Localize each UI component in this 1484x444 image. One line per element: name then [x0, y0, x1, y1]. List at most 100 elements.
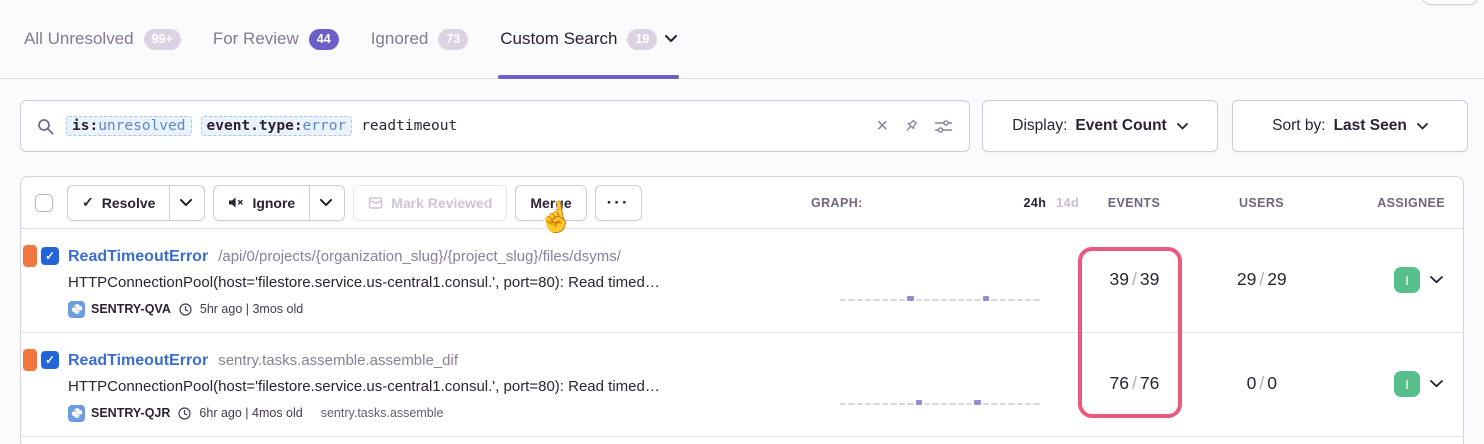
issue-row[interactable]: ReadTimeoutError /api/0/projects/{organi…	[21, 229, 1463, 333]
sort-value: Last Seen	[1333, 117, 1407, 134]
range-24h-toggle[interactable]: 24h	[1023, 195, 1047, 210]
python-platform-icon	[68, 404, 85, 422]
issue-annotation: sentry.tasks.assemble	[320, 406, 444, 420]
search-settings-icon[interactable]	[934, 119, 953, 134]
tab-count-badge: 19	[627, 28, 658, 50]
issue-age: 5hr ago | 3mos old	[199, 302, 304, 316]
users-column-header[interactable]: USERS	[1238, 195, 1285, 210]
search-free-text[interactable]: readtimeout	[361, 118, 458, 134]
tab-count-badge: 44	[308, 28, 339, 50]
graph-cell	[800, 229, 1080, 332]
chevron-down-icon[interactable]	[665, 35, 678, 43]
mark-reviewed-icon	[368, 196, 383, 210]
display-dropdown-button[interactable]: Display: Event Count	[982, 100, 1218, 152]
tab-custom-search[interactable]: Custom Search 19	[498, 0, 680, 79]
tab-label: Ignored	[370, 29, 429, 48]
chevron-down-icon[interactable]	[1430, 276, 1443, 284]
events-column-header[interactable]: EVENTS	[1107, 195, 1161, 210]
issue-stream-tabbar: All Unresolved 99+ For Review 44 Ignored…	[0, 0, 1484, 79]
bulk-action-toolbar: Resolve Ignore	[67, 184, 642, 221]
project-slug-text: SENTRY-QJR	[91, 406, 171, 420]
issue-culprit: /api/0/projects/{organization_slug}/{pro…	[218, 248, 621, 265]
merge-label: Merge	[530, 194, 572, 211]
graph-cell	[800, 333, 1080, 436]
assignee-cell: I	[1334, 229, 1463, 332]
pin-search-icon[interactable]	[903, 118, 919, 134]
issue-search-bar[interactable]: is: unresolved event.type: error readtimeo…	[20, 100, 970, 152]
project-slug-text: SENTRY-QVA	[91, 302, 171, 316]
issue-summary: ReadTimeoutError sentry.tasks.assemble.a…	[59, 333, 800, 436]
column-headers: GRAPH: 24h 14d EVENTS USERS ASSIGNEE	[799, 177, 1463, 228]
users-cell: 29/29	[1189, 229, 1334, 332]
ignore-label: Ignore	[252, 194, 296, 211]
issue-title-link[interactable]: ReadTimeoutError	[68, 352, 209, 369]
token-key: is:	[72, 118, 99, 134]
tab-label: All Unresolved	[24, 29, 134, 48]
mark-reviewed-label: Mark Reviewed	[391, 194, 493, 211]
users-count-total: 29	[1267, 269, 1287, 289]
issues-panel: Resolve Ignore	[20, 176, 1464, 444]
mute-icon	[228, 196, 244, 209]
issues-panel-header: Resolve Ignore	[21, 177, 1463, 229]
error-level-indicator	[23, 349, 37, 371]
row-checkbox-checked[interactable]	[41, 247, 59, 265]
tab-label: Custom Search	[500, 29, 618, 48]
users-cell: 0/0	[1189, 333, 1334, 436]
row-checkbox-checked[interactable]	[41, 351, 59, 369]
merge-button[interactable]: Merge	[515, 184, 587, 221]
assignee-cell: I	[1334, 333, 1463, 436]
search-actions: ×	[876, 116, 953, 136]
ignore-button-group: Ignore	[213, 184, 346, 221]
resolve-label: Resolve	[101, 194, 156, 211]
count-divider: /	[1259, 373, 1265, 393]
users-count-total: 0	[1267, 373, 1277, 393]
tab-count-badge: 99+	[143, 28, 181, 50]
sort-dropdown-button[interactable]: Sort by: Last Seen	[1232, 100, 1468, 152]
chevron-down-icon	[320, 198, 333, 207]
project-short-id: SENTRY-QVA	[68, 296, 171, 322]
token-key: event.type:	[206, 118, 303, 134]
chevron-down-icon[interactable]	[1430, 380, 1443, 388]
resolve-button[interactable]: Resolve	[67, 184, 170, 221]
issue-row[interactable]: ReadTimeoutError sentry.tasks.assemble.a…	[21, 333, 1463, 437]
search-token[interactable]: is: unresolved	[66, 116, 192, 136]
ignore-button[interactable]: Ignore	[213, 184, 310, 221]
chevron-down-icon	[1416, 122, 1428, 130]
assignee-avatar-suggested[interactable]: I	[1394, 371, 1420, 397]
token-value: unresolved	[98, 118, 186, 134]
issue-culprit: sentry.tasks.assemble.assemble_dif	[218, 352, 459, 369]
search-token[interactable]: event.type: error	[200, 116, 353, 136]
python-platform-icon	[68, 300, 85, 318]
events-sparkline	[839, 293, 1040, 301]
assignee-avatar[interactable]: I	[1394, 267, 1420, 293]
select-all-checkbox[interactable]	[35, 193, 53, 212]
tab-ignored[interactable]: Ignored 73	[371, 0, 469, 78]
mark-reviewed-button[interactable]: Mark Reviewed	[353, 184, 508, 221]
search-icon	[37, 118, 54, 135]
project-short-id: SENTRY-QJR	[68, 400, 170, 426]
search-query[interactable]: is: unresolved event.type: error readtimeo…	[66, 116, 864, 136]
more-actions-button[interactable]: ···	[594, 184, 642, 221]
users-count-24h: 0	[1246, 373, 1257, 393]
clock-icon	[179, 302, 192, 316]
users-count-24h: 29	[1236, 269, 1257, 289]
chevron-down-icon	[1176, 122, 1188, 130]
tab-all-unresolved[interactable]: All Unresolved 99+	[24, 0, 181, 78]
error-level-indicator	[23, 245, 37, 267]
resolve-dropdown-button[interactable]	[169, 184, 206, 221]
events-count-total: 76	[1139, 373, 1160, 393]
display-value: Event Count	[1075, 117, 1167, 134]
ignore-dropdown-button[interactable]	[309, 184, 346, 221]
chevron-down-icon	[180, 198, 193, 207]
tab-for-review[interactable]: For Review 44	[213, 0, 339, 78]
events-cell: 76/76	[1080, 333, 1190, 436]
check-icon	[82, 194, 94, 211]
tab-count-badge: 73	[438, 28, 469, 50]
issue-title-link[interactable]: ReadTimeoutError	[68, 248, 209, 265]
issue-summary: ReadTimeoutError /api/0/projects/{organi…	[59, 229, 800, 332]
issue-message: HTTPConnectionPool(host='filestore.servi…	[68, 274, 660, 291]
clear-search-icon[interactable]: ×	[876, 115, 888, 137]
assignee-column-header: ASSIGNEE	[1377, 195, 1445, 210]
resolve-button-group: Resolve	[67, 184, 206, 221]
range-14d-toggle[interactable]: 14d	[1056, 195, 1079, 210]
